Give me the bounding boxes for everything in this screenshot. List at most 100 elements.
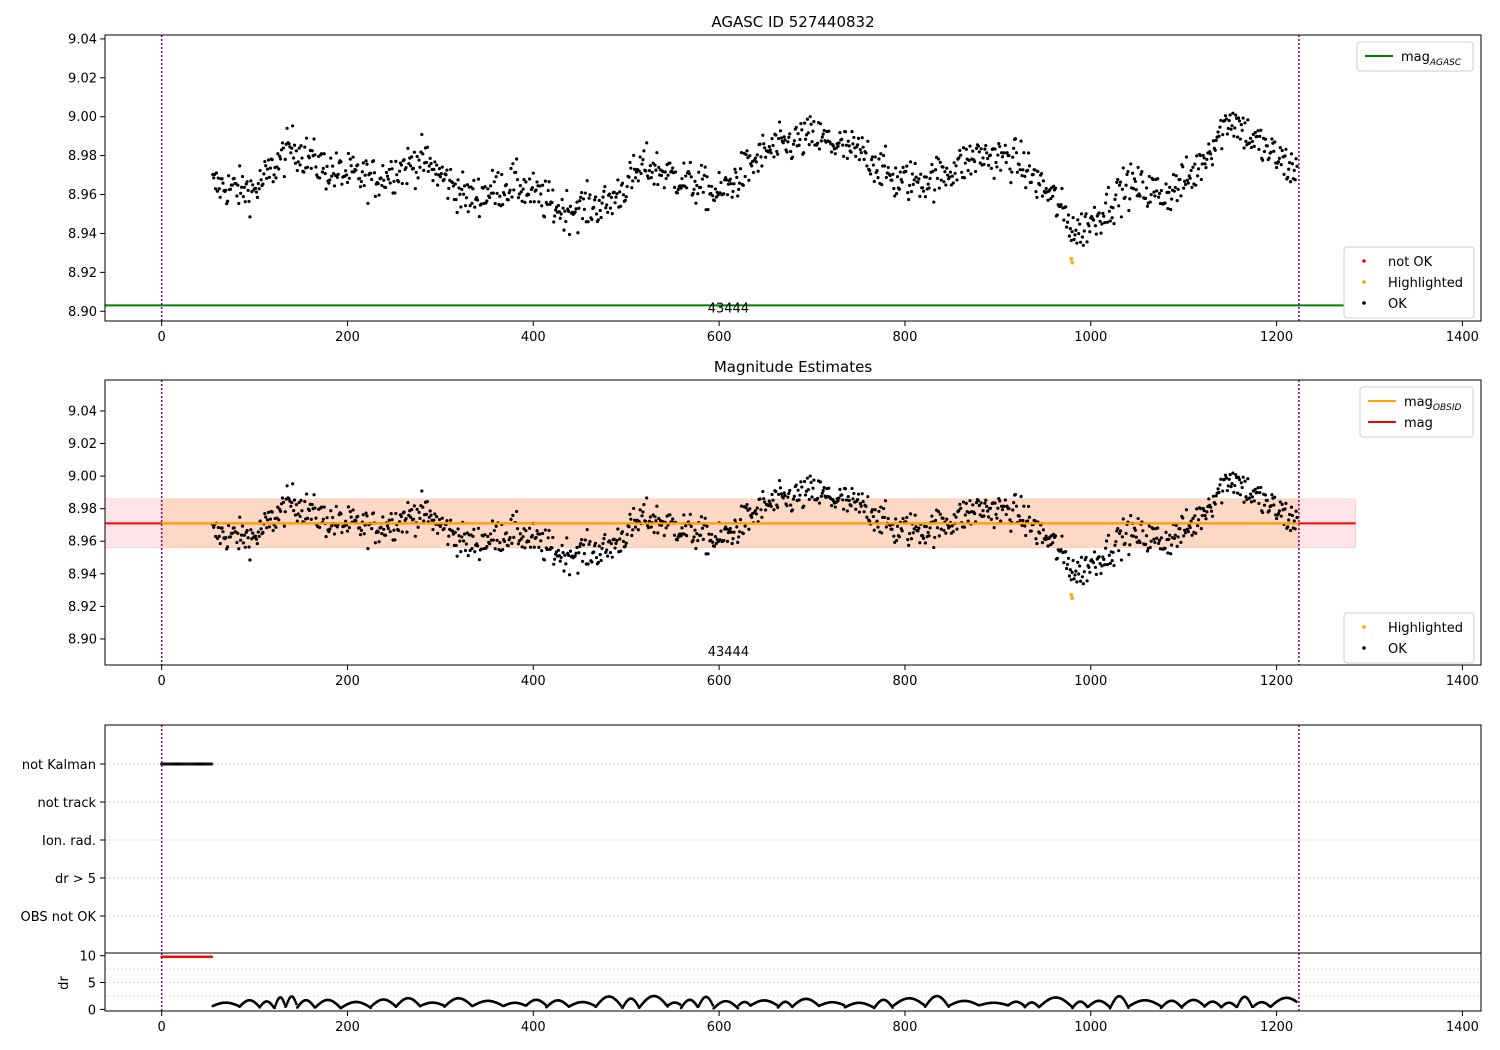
- ok-point: [1027, 164, 1032, 168]
- ok-point: [1273, 495, 1277, 499]
- ok-point: [380, 532, 384, 536]
- ok-point: [1173, 533, 1177, 537]
- ok-point: [778, 486, 783, 490]
- ok-point: [1256, 129, 1260, 133]
- ok-point: [1017, 514, 1021, 518]
- ok-point: [1183, 528, 1187, 532]
- ok-point: [535, 529, 539, 533]
- ok-point: [412, 150, 416, 154]
- highlighted-point: [1069, 593, 1074, 597]
- ok-point: [860, 136, 864, 140]
- dr-point: [274, 1004, 277, 1007]
- ok-point: [1252, 144, 1256, 149]
- ok-point: [921, 536, 926, 541]
- ok-point: [490, 168, 495, 172]
- ok-point: [733, 518, 737, 522]
- ok-point: [440, 165, 444, 169]
- ok-point: [770, 137, 774, 141]
- ok-point: [1087, 224, 1091, 228]
- ok-point: [629, 517, 633, 521]
- ok-point: [263, 512, 267, 516]
- ok-point: [916, 180, 920, 184]
- flag-label: dr > 5: [55, 872, 96, 887]
- ok-point: [1211, 139, 1216, 143]
- ok-point: [377, 540, 381, 544]
- ok-point: [868, 519, 872, 523]
- ok-point: [1112, 563, 1116, 568]
- ok-point: [258, 168, 262, 173]
- ok-point: [371, 511, 376, 515]
- ok-point: [881, 506, 886, 511]
- ok-point: [1077, 572, 1081, 576]
- ok-point: [524, 529, 528, 533]
- ok-point: [776, 152, 780, 156]
- ok-point: [1175, 199, 1179, 203]
- ok-point: [594, 212, 599, 216]
- ok-point: [436, 531, 440, 535]
- ok-point: [588, 539, 592, 544]
- not-kalman-point: [167, 762, 171, 766]
- ok-point: [884, 175, 888, 180]
- ok-point: [1193, 514, 1197, 518]
- ok-point: [791, 142, 796, 146]
- dr-point: [711, 1003, 715, 1007]
- ok-point: [684, 174, 688, 178]
- ok-point: [560, 543, 564, 548]
- ok-point: [923, 195, 927, 199]
- ok-point: [806, 488, 810, 492]
- ok-point: [958, 148, 962, 153]
- ok-point: [292, 498, 297, 502]
- ok-point: [287, 497, 291, 501]
- ok-point: [716, 193, 720, 197]
- ok-point: [869, 157, 874, 162]
- ok-point: [1017, 162, 1021, 167]
- ok-point: [213, 534, 218, 539]
- ok-point: [1141, 529, 1145, 533]
- ok-point: [226, 174, 231, 178]
- ok-point: [1178, 527, 1182, 531]
- ok-point: [520, 545, 524, 549]
- ok-point: [387, 167, 391, 172]
- ok-point: [935, 176, 940, 180]
- ok-point: [583, 191, 587, 195]
- ok-point: [586, 220, 590, 224]
- ok-point: [856, 136, 861, 140]
- ok-point: [1062, 218, 1066, 222]
- ok-point: [460, 535, 464, 539]
- ok-point: [379, 176, 383, 180]
- ok-point: [1066, 556, 1071, 560]
- ok-point: [1267, 509, 1271, 513]
- ok-point: [1076, 560, 1080, 564]
- ok-point: [471, 187, 475, 191]
- ok-point: [1209, 505, 1213, 509]
- ok-point: [870, 155, 875, 159]
- ok-point: [1066, 213, 1071, 217]
- ok-point: [364, 159, 368, 163]
- ok-point: [218, 541, 222, 546]
- ok-point: [781, 496, 785, 500]
- ok-point: [1120, 535, 1124, 539]
- ok-point: [624, 195, 628, 199]
- ok-point: [395, 173, 399, 177]
- ok-point: [888, 173, 892, 178]
- ok-point: [1270, 493, 1274, 497]
- ok-point: [954, 515, 958, 519]
- ok-point: [457, 186, 461, 190]
- ok-point: [371, 159, 376, 163]
- ok-point: [1111, 550, 1115, 554]
- ok-point: [911, 182, 915, 186]
- ok-point: [1173, 185, 1177, 190]
- ok-point: [506, 544, 510, 548]
- ok-point: [598, 208, 602, 213]
- ok-point: [1099, 571, 1103, 576]
- ok-point: [1288, 512, 1292, 517]
- ok-point: [376, 182, 380, 186]
- ok-point: [1094, 232, 1098, 236]
- ok-point: [712, 198, 717, 203]
- ok-point: [803, 479, 807, 484]
- ok-point: [267, 525, 272, 529]
- ok-point: [413, 534, 417, 538]
- ok-point: [623, 544, 627, 548]
- ok-point: [432, 167, 436, 171]
- ok-point: [259, 178, 263, 182]
